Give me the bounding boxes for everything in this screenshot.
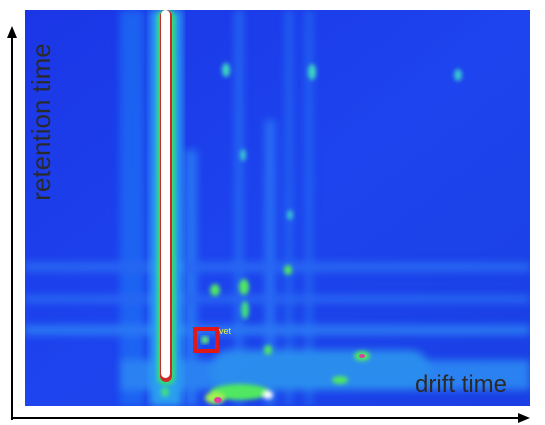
annotation: vet <box>219 326 232 336</box>
heatmap: vet drift time retention time <box>25 10 530 406</box>
selection-box <box>193 327 219 353</box>
x-axis-label: drift time <box>415 371 507 398</box>
axes-arrows <box>11 32 522 420</box>
y-axis-label: retention time <box>26 43 56 201</box>
